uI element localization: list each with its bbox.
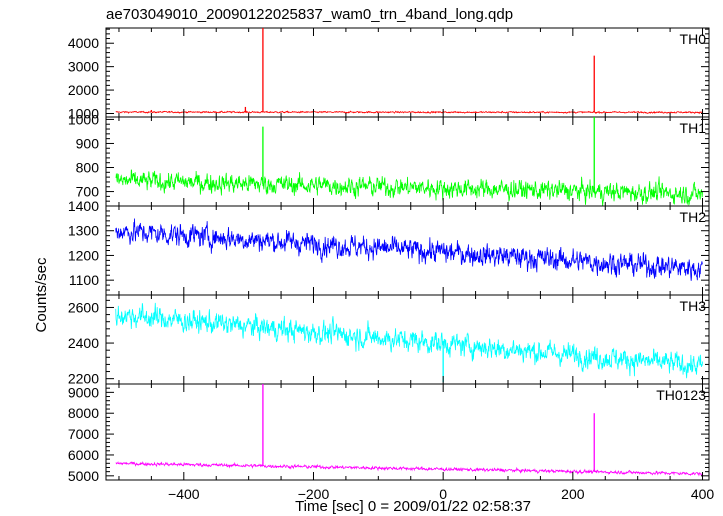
y-tick-label: 800 bbox=[76, 160, 100, 176]
series-th2 bbox=[115, 218, 703, 281]
panel-label: TH2 bbox=[680, 209, 707, 225]
x-axis-label: Time [sec] 0 = 2009/01/22 02:58:37 bbox=[295, 498, 531, 515]
x-tick-label: 400 bbox=[691, 486, 715, 502]
y-tick-label: 4000 bbox=[68, 35, 99, 51]
panel-frame bbox=[105, 294, 710, 385]
panel-label: TH0123 bbox=[656, 387, 706, 403]
panel-th0123: 5000 6000 7000 8000 9000 TH0123 bbox=[68, 383, 710, 484]
y-tick-label: 2000 bbox=[68, 82, 99, 98]
y-tick-label: 9000 bbox=[68, 384, 99, 400]
y-tick-label: 1100 bbox=[69, 272, 99, 288]
y-axis-label: Counts/sec bbox=[33, 257, 50, 333]
panel-label: TH1 bbox=[680, 120, 707, 136]
y-tick-label: 1000 bbox=[68, 111, 99, 127]
y-tick-label: 900 bbox=[76, 135, 100, 151]
series-th3 bbox=[115, 302, 703, 379]
chart-title: ae703049010_20090122025837_wam0_trn_4ban… bbox=[106, 6, 513, 23]
y-tick-label: 700 bbox=[76, 184, 100, 200]
y-tick-label: 1300 bbox=[68, 223, 99, 239]
y-tick-label: 6000 bbox=[68, 447, 99, 463]
y-tick-label: 2200 bbox=[68, 371, 99, 387]
panel-th3: 2200 2400 2600 TH3 bbox=[68, 294, 710, 387]
x-tick-label: −400 bbox=[168, 486, 200, 502]
y-tick-label: 2600 bbox=[68, 299, 99, 315]
panel-frame bbox=[105, 27, 710, 118]
y-tick-label: 3000 bbox=[68, 59, 99, 75]
y-tick-label: 1200 bbox=[68, 247, 99, 263]
x-tick-label: −200 bbox=[298, 486, 330, 502]
panel-frame bbox=[105, 383, 710, 481]
panel-th1: 700 800 900 1000 TH1 bbox=[68, 111, 710, 207]
y-tick-label: 7000 bbox=[68, 426, 99, 442]
series-th0123 bbox=[115, 461, 703, 477]
panel-label: TH3 bbox=[680, 298, 707, 314]
panel-th0: 1000 2000 3000 4000 TH0 bbox=[68, 27, 710, 121]
y-tick-label: 2400 bbox=[68, 335, 99, 351]
series-th0 bbox=[115, 110, 703, 115]
y-tick-label: 1000 bbox=[68, 105, 99, 121]
x-tick-label: 0 bbox=[439, 486, 447, 502]
series-th1 bbox=[115, 169, 703, 207]
x-tick-label: 200 bbox=[561, 486, 585, 502]
panel-label: TH0 bbox=[680, 31, 707, 47]
panel-frame bbox=[105, 116, 710, 207]
y-tick-label: 8000 bbox=[68, 405, 99, 421]
y-tick-label: 1400 bbox=[68, 198, 99, 214]
panel-th2: 1100 1200 1300 1400 TH2 bbox=[68, 198, 710, 296]
y-tick-label: 5000 bbox=[68, 468, 99, 484]
